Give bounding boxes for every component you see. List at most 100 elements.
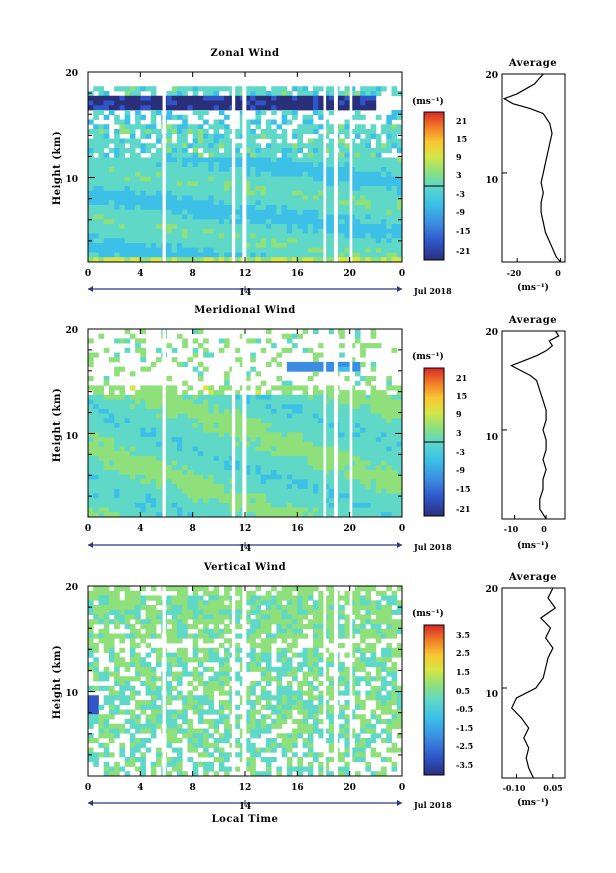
heatmap-cell: [166, 432, 173, 438]
heatmap-cell: [166, 609, 173, 615]
heatmap-cell: [313, 91, 319, 97]
heatmap-cell: [218, 138, 225, 144]
heatmap-cell: [292, 586, 298, 592]
heatmap-cell: [245, 224, 251, 230]
heatmap-cell: [313, 233, 319, 239]
heatmap-cell: [360, 479, 366, 485]
heatmap-cell: [103, 105, 110, 111]
heatmap-cell: [93, 512, 99, 518]
heatmap-cell: [187, 399, 194, 405]
heatmap-cell: [103, 619, 110, 625]
heatmap-cell: [93, 186, 99, 192]
heatmap-cell: [381, 512, 387, 518]
colorbar: (ms⁻¹) 21 15 9 3 -3 -9 -15 -21: [412, 96, 470, 261]
heatmap-cell: [307, 200, 314, 206]
heatmap-cell: [313, 105, 319, 111]
heatmap-cell: [286, 186, 293, 192]
heatmap-cell: [386, 451, 392, 457]
heatmap-cell: [182, 190, 188, 196]
heatmap-cell: [381, 657, 387, 663]
heatmap-cell: [349, 357, 356, 363]
heatmap-cell: [145, 624, 152, 630]
heatmap-cell: [114, 200, 120, 206]
heatmap-cell: [88, 624, 94, 630]
heatmap-cell: [349, 413, 356, 419]
heatmap-cell: [203, 614, 209, 620]
heatmap-cell: [224, 624, 230, 630]
heatmap-cell: [176, 257, 183, 263]
heatmap-cell: [370, 460, 377, 466]
heatmap-cell: [381, 633, 387, 639]
heatmap-cell: [135, 95, 141, 101]
heatmap-cell: [224, 662, 230, 668]
heatmap-cell: [260, 233, 267, 239]
heatmap-cell: [135, 252, 141, 258]
heatmap-cell: [313, 157, 319, 163]
heatmap-cell: [281, 119, 288, 125]
heatmap-cell: [213, 647, 220, 653]
heatmap-cell: [124, 329, 131, 335]
heatmap-cell: [323, 455, 330, 461]
heatmap-cell: [192, 671, 199, 677]
heatmap-cell: [93, 418, 99, 424]
heatmap-cell: [234, 437, 241, 443]
panel-title: Zonal Wind: [210, 48, 279, 59]
heatmap-cell: [156, 157, 162, 163]
heatmap-cell: [297, 366, 303, 372]
heatmap-cell: [129, 609, 136, 615]
heatmap-cell: [276, 498, 283, 504]
heatmap-cell: [98, 129, 105, 135]
heatmap-cell: [250, 685, 256, 691]
heatmap-cell: [313, 432, 319, 438]
heatmap-cell: [360, 257, 366, 263]
heatmap-cell: [365, 460, 371, 466]
heatmap-cell: [286, 446, 293, 452]
heatmap-cell: [203, 441, 209, 447]
heatmap-cell: [391, 685, 398, 691]
heatmap-cell: [349, 474, 356, 480]
heatmap-cell: [203, 129, 209, 135]
heatmap-cell: [302, 479, 309, 485]
heatmap-cell: [129, 100, 136, 106]
heatmap-cell: [114, 600, 120, 606]
heatmap-cell: [381, 157, 387, 163]
heatmap-cell: [129, 446, 136, 452]
heatmap-cell: [150, 399, 157, 405]
heatmap-cell: [381, 418, 387, 424]
heatmap-cell: [313, 600, 319, 606]
heatmap-cell: [271, 105, 277, 111]
heatmap-cell: [182, 502, 188, 508]
heatmap-cell: [276, 502, 283, 508]
heatmap-cell: [375, 474, 382, 480]
heatmap-cell: [354, 100, 361, 106]
heatmap-cell: [156, 657, 162, 663]
heatmap-cell: [292, 423, 298, 429]
heatmap-cell: [166, 390, 173, 396]
heatmap-cell: [124, 105, 131, 111]
heatmap-cell: [166, 376, 173, 382]
heatmap-cell: [265, 233, 272, 239]
heatmap-cell: [176, 614, 183, 620]
heatmap-cell: [224, 474, 230, 480]
heatmap-cell: [286, 233, 293, 239]
heatmap-cell: [171, 502, 178, 508]
heatmap-cell: [140, 605, 146, 611]
heatmap-cell: [197, 479, 204, 485]
heatmap-cell: [218, 451, 225, 457]
colorbar-tick-label: 15: [456, 391, 467, 401]
heatmap-cell: [255, 133, 262, 139]
heatmap-cell: [176, 408, 183, 414]
heatmap-cell: [396, 507, 403, 513]
heatmap-cell: [370, 404, 377, 410]
heatmap-cell: [271, 167, 277, 173]
heatmap-cell: [156, 394, 162, 400]
heatmap-cell: [386, 157, 392, 163]
heatmap-cell: [391, 228, 398, 234]
heatmap-cell: [318, 105, 324, 111]
heatmap-cell: [93, 238, 99, 244]
heatmap-cell: [108, 427, 115, 433]
heatmap-cell: [365, 219, 371, 225]
heatmap-cell: [370, 200, 377, 206]
heatmap-cell: [218, 190, 225, 196]
heatmap-cell: [218, 243, 225, 249]
